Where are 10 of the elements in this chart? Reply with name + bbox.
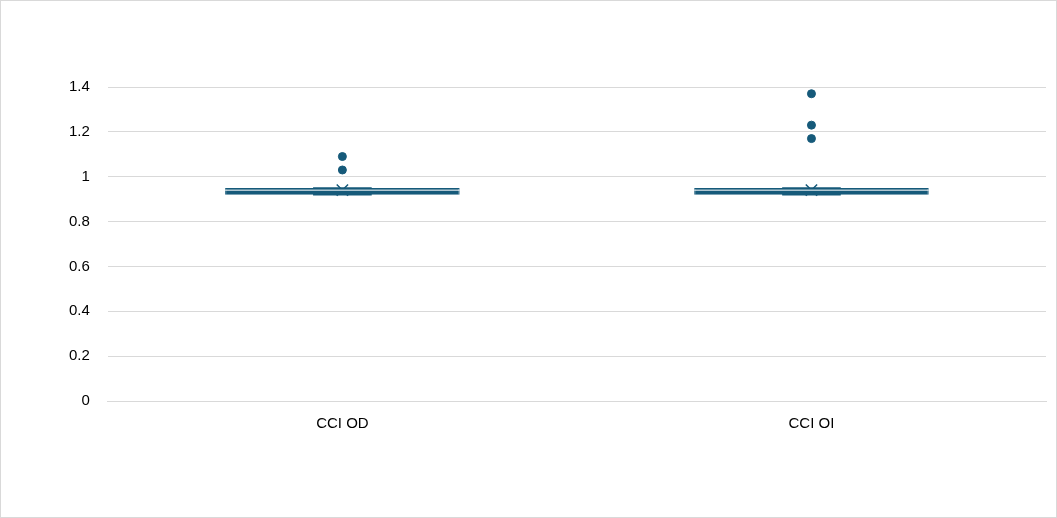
y-tick-label: 1.4 (68, 77, 90, 95)
y-tick-label: 0.8 (68, 211, 90, 229)
y-tick-label: 1.2 (68, 122, 90, 139)
x-tick-label: CCI OD (316, 414, 369, 432)
y-tick-label: 1 (81, 166, 90, 184)
y-tick-label: 0.4 (68, 301, 90, 319)
y-tick-label: 0.2 (68, 346, 90, 364)
x-tick-label: CCI OI (788, 414, 835, 432)
y-tick-label: 0 (81, 391, 90, 409)
y-tick-label: 0.6 (68, 256, 90, 274)
